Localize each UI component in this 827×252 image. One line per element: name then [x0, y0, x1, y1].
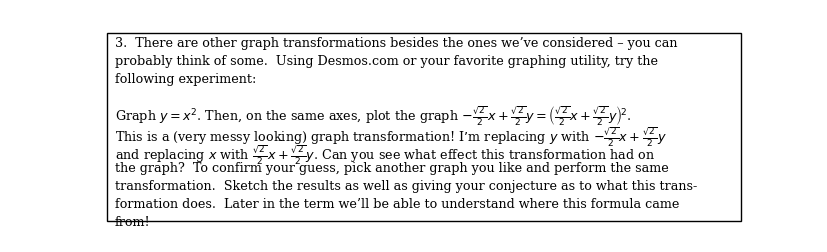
Text: This is a (very messy looking) graph transformation! I’m replacing $y$ with $-\f: This is a (very messy looking) graph tra…: [115, 125, 667, 149]
Text: and replacing $x$ with $\frac{\sqrt{2}}{2}x + \frac{\sqrt{2}}{2}y$. Can you see : and replacing $x$ with $\frac{\sqrt{2}}{…: [115, 144, 654, 167]
FancyBboxPatch shape: [107, 33, 740, 221]
Text: Graph $y = x^2$. Then, on the same axes, plot the graph $-\frac{\sqrt{2}}{2}x + : Graph $y = x^2$. Then, on the same axes,…: [115, 105, 630, 128]
Text: the graph?  To confirm your guess, pick another graph you like and perform the s: the graph? To confirm your guess, pick a…: [115, 162, 668, 175]
Text: formation does.  Later in the term we’ll be able to understand where this formul: formation does. Later in the term we’ll …: [115, 198, 679, 211]
Text: 3.  There are other graph transformations besides the ones we’ve considered – yo: 3. There are other graph transformations…: [115, 37, 676, 50]
Text: transformation.  Sketch the results as well as giving your conjecture as to what: transformation. Sketch the results as we…: [115, 180, 696, 193]
Text: probably think of some.  Using Desmos.com or your favorite graphing utility, try: probably think of some. Using Desmos.com…: [115, 55, 657, 68]
Text: following experiment:: following experiment:: [115, 73, 256, 86]
Text: from!: from!: [115, 215, 151, 229]
